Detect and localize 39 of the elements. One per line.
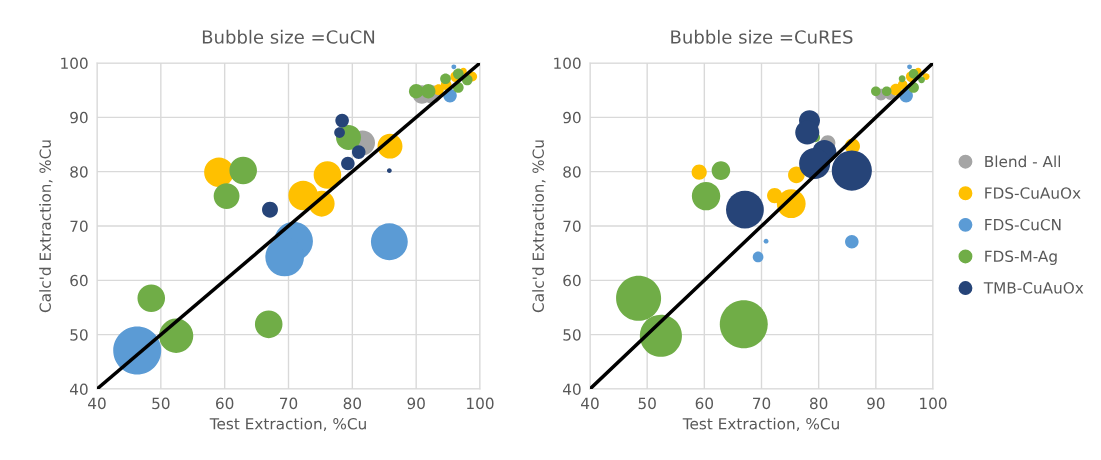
x-tick-label: 40 bbox=[581, 397, 599, 410]
y-tick-label: 100 bbox=[61, 57, 88, 70]
chart-title: Bubble size =CuCN bbox=[202, 29, 375, 44]
x-tick-label: 100 bbox=[467, 397, 494, 410]
y-tick-label: 70 bbox=[563, 220, 581, 233]
x-tick-label: 90 bbox=[867, 397, 885, 410]
y-tick-label: 80 bbox=[563, 166, 581, 178]
y-tick-label: 90 bbox=[563, 111, 581, 124]
x-tick-label: 80 bbox=[809, 397, 828, 410]
x-tick-label: 70 bbox=[753, 397, 771, 410]
legend-label: TMB-CuAuOx bbox=[983, 282, 1084, 294]
x-tick-label: 100 bbox=[920, 397, 947, 410]
chart-title: Bubble size =CuRES bbox=[671, 29, 853, 44]
y-tick-label: 60 bbox=[563, 274, 581, 287]
y-tick-label: 50 bbox=[70, 329, 88, 341]
x-tick-label: 90 bbox=[407, 397, 425, 410]
x-tick-label: 80 bbox=[343, 397, 362, 410]
x-axis-title: Test Extraction, %Cu bbox=[209, 417, 366, 432]
y-tick-label: 40 bbox=[69, 383, 88, 396]
legend-label: FDS-M-Ag bbox=[985, 250, 1057, 265]
y-tick-label: 100 bbox=[554, 57, 581, 70]
legend-label: FDS-CuAuOx bbox=[985, 187, 1081, 199]
y-tick-label: 60 bbox=[70, 274, 88, 287]
y-tick-label: 90 bbox=[70, 111, 88, 124]
x-tick-label: 50 bbox=[638, 397, 656, 410]
y-tick-label: 70 bbox=[70, 220, 88, 233]
x-axis-title: Test Extraction, %Cu bbox=[682, 417, 839, 432]
x-tick-label: 70 bbox=[280, 397, 298, 410]
y-axis-title: Calc'd Extraction, %Cu bbox=[39, 140, 53, 313]
x-tick-label: 60 bbox=[216, 397, 234, 410]
x-tick-label: 50 bbox=[152, 397, 170, 410]
x-tick-label: 40 bbox=[88, 397, 106, 410]
y-tick-label: 50 bbox=[563, 329, 581, 341]
y-tick-label: 80 bbox=[70, 166, 88, 178]
legend-label: FDS-CuCN bbox=[985, 218, 1061, 231]
y-axis-title: Calc'd Extraction, %Cu bbox=[532, 140, 546, 313]
y-tick-label: 40 bbox=[562, 383, 581, 396]
x-tick-label: 60 bbox=[695, 397, 714, 410]
legend-label: Blend - All bbox=[985, 155, 1061, 168]
